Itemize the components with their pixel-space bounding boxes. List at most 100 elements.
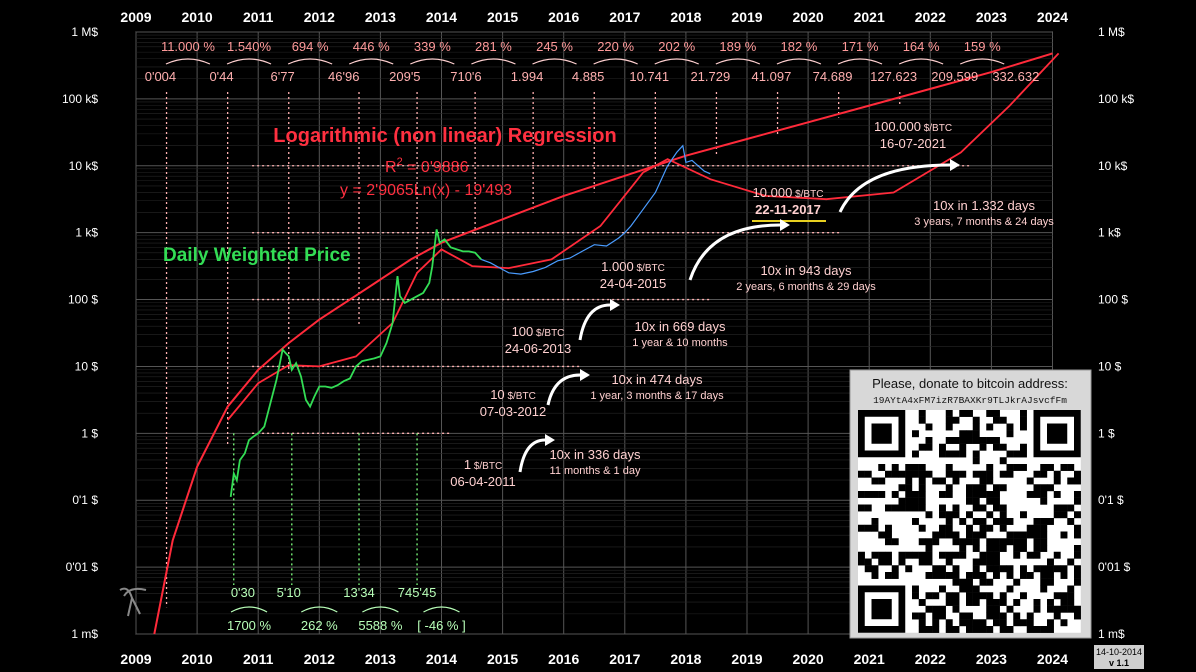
qr-module xyxy=(1020,511,1027,519)
qr-module xyxy=(1040,470,1048,478)
green-arrow xyxy=(362,606,399,613)
qr-module xyxy=(1040,565,1048,573)
x-tick-top: 2021 xyxy=(854,9,885,25)
qr-module xyxy=(918,551,926,559)
growth-arrow xyxy=(898,58,944,65)
qr-module xyxy=(871,551,879,559)
qr-module xyxy=(939,612,946,620)
milestone-price-value: 100.000 xyxy=(874,119,921,134)
x-tick-bottom: 2018 xyxy=(670,651,701,667)
qr-module xyxy=(993,497,1000,505)
qr-module xyxy=(905,464,913,471)
qr-module xyxy=(1020,572,1027,579)
qr-module xyxy=(952,416,960,424)
qr-module xyxy=(891,470,899,478)
qr-module xyxy=(986,605,994,613)
qr-module xyxy=(898,497,906,505)
qr-module xyxy=(925,626,933,633)
version-badge-bg xyxy=(1094,645,1144,669)
qr-module xyxy=(918,599,926,606)
gap-sub: 1 year & 10 months xyxy=(632,337,728,349)
qr-module xyxy=(1040,524,1048,532)
gap-arrow xyxy=(546,373,581,406)
qr-module xyxy=(1047,565,1054,573)
qr-module xyxy=(912,504,919,512)
qr-module xyxy=(885,551,892,559)
gap-arrow xyxy=(578,303,611,341)
qr-module xyxy=(972,416,980,424)
y-tick-right: 100 k$ xyxy=(1098,92,1134,106)
qr-module xyxy=(925,423,933,431)
qr-module xyxy=(979,592,987,600)
qr-module xyxy=(952,450,960,458)
qr-module xyxy=(1047,484,1054,492)
qr-module xyxy=(959,518,967,525)
qr-module xyxy=(993,545,1000,552)
y-tick-left: 1 k$ xyxy=(75,226,98,240)
qr-module xyxy=(1026,619,1034,627)
qr-module xyxy=(966,538,973,546)
qr-module xyxy=(972,585,980,593)
yearly-value: 1.994 xyxy=(511,69,544,84)
qr-module xyxy=(993,416,1000,424)
growth-arrow xyxy=(837,58,883,65)
version-label: v 1.1 xyxy=(1109,658,1129,668)
qr-module xyxy=(959,430,967,438)
green-pct: [ -46 % ] xyxy=(417,618,465,633)
growth-pct: 281 % xyxy=(475,39,512,54)
qr-module xyxy=(1053,605,1061,613)
qr-module xyxy=(945,450,953,458)
qr-module xyxy=(952,578,960,586)
gap-arrow-head xyxy=(545,434,555,446)
qr-module xyxy=(1060,464,1068,471)
qr-module xyxy=(925,545,933,552)
x-tick-bottom: 2017 xyxy=(609,651,640,667)
qr-module xyxy=(1033,545,1041,552)
x-tick-top: 2017 xyxy=(609,9,640,25)
qr-module xyxy=(925,592,933,600)
y-tick-left: 1 m$ xyxy=(71,627,98,641)
milestone-date: 16-07-2021 xyxy=(880,136,947,151)
qr-module xyxy=(1013,545,1021,552)
qr-module xyxy=(1013,578,1021,586)
qr-module xyxy=(1020,410,1027,417)
qr-module xyxy=(979,531,987,539)
donation-panel: Please, donate to bitcoin address: 19AYt… xyxy=(849,369,1092,639)
qr-module xyxy=(1074,470,1081,478)
qr-module xyxy=(918,410,926,417)
qr-module xyxy=(905,477,913,485)
qr-module xyxy=(959,545,967,552)
qr-module xyxy=(945,531,953,539)
qr-module xyxy=(972,565,980,573)
qr-module xyxy=(918,504,926,512)
qr-module xyxy=(898,470,906,478)
qr-module xyxy=(1053,511,1061,519)
qr-module xyxy=(1040,572,1048,579)
qr-module xyxy=(925,551,933,559)
qr-module xyxy=(1033,491,1041,498)
qr-module xyxy=(891,464,899,471)
qr-module xyxy=(959,612,967,620)
growth-pct: 1.540% xyxy=(227,39,272,54)
qr-module xyxy=(959,619,967,627)
qr-module xyxy=(993,504,1000,512)
x-tick-bottom: 2011 xyxy=(243,651,274,667)
milestone-price: 10 $/BTC xyxy=(490,387,536,402)
qr-module xyxy=(858,504,865,512)
x-tick-bottom: 2020 xyxy=(793,651,824,667)
qr-module xyxy=(864,565,872,573)
qr-module xyxy=(918,558,926,566)
qr-module xyxy=(891,572,899,579)
qr-module xyxy=(1067,599,1075,606)
qr-module xyxy=(1074,545,1081,552)
qr-module xyxy=(864,524,872,532)
qr-module xyxy=(939,504,946,512)
qr-module xyxy=(1053,592,1061,600)
qr-module xyxy=(993,518,1000,525)
growth-arrow xyxy=(654,58,699,65)
yearly-value: 127.623 xyxy=(870,69,917,84)
qr-module xyxy=(993,538,1000,546)
qr-module xyxy=(1006,565,1014,573)
qr-module xyxy=(864,470,872,478)
qr-module xyxy=(885,538,892,546)
